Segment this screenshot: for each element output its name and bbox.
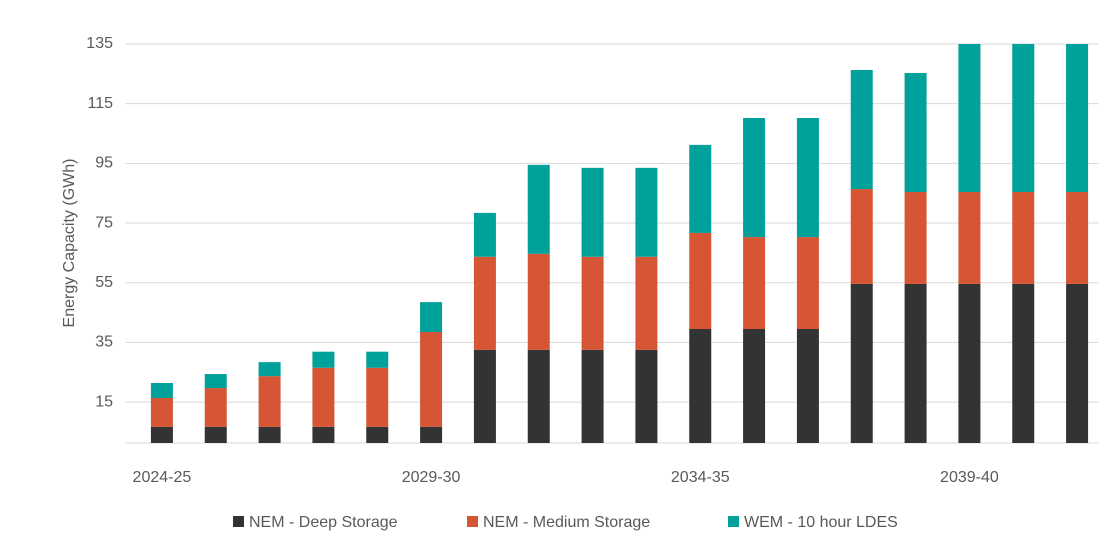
bar-segment: [366, 367, 389, 427]
bar-segment: [850, 283, 873, 443]
bar-segment: [1066, 44, 1089, 193]
bar-segment: [958, 44, 981, 193]
bar-segment: [312, 351, 335, 368]
bar-segment: [796, 329, 819, 443]
legend-swatch: [233, 516, 244, 527]
bar-segment: [689, 329, 712, 443]
bar-segment: [743, 237, 766, 329]
bar-segment: [420, 302, 443, 332]
legend-label: WEM - 10 hour LDES: [744, 514, 898, 531]
bar-segment: [850, 189, 873, 284]
bar-segment: [796, 237, 819, 329]
bar-segment: [904, 72, 927, 193]
bar-segment: [1012, 44, 1035, 193]
bar-segment: [689, 144, 712, 233]
x-tick-label: 2034-35: [671, 469, 730, 486]
bar-segment: [204, 374, 227, 389]
bar-segment: [689, 232, 712, 329]
x-tick-label: 2039-40: [940, 469, 999, 486]
y-tick-label: 115: [87, 95, 113, 112]
legend-label: NEM - Medium Storage: [483, 514, 650, 531]
bar-segment: [581, 349, 604, 443]
bar-segment: [473, 349, 496, 443]
bar-segment: [1012, 283, 1035, 443]
legend-swatch: [728, 516, 739, 527]
y-tick-label: 95: [95, 155, 113, 172]
bar-segment: [635, 349, 658, 443]
bar-segment: [958, 192, 981, 284]
bar-segment: [204, 388, 227, 427]
x-tick-label: 2029-30: [402, 469, 461, 486]
bar-segment: [743, 118, 766, 238]
bar-segment: [312, 426, 335, 443]
bar-segment: [1012, 192, 1035, 284]
bar-segment: [150, 383, 173, 398]
bar-segment: [635, 256, 658, 350]
bar-segment: [581, 167, 604, 257]
x-tick-label: 2024-25: [133, 469, 192, 486]
bar-segment: [581, 256, 604, 350]
bar-segment: [635, 167, 658, 257]
bar-segment: [204, 426, 227, 443]
bar-segment: [527, 164, 550, 254]
bar-segment: [527, 349, 550, 443]
bar-segment: [312, 367, 335, 427]
bar-segment: [420, 331, 443, 427]
bar-segment: [258, 426, 281, 443]
bar-segment: [527, 253, 550, 350]
bar-segment: [366, 426, 389, 443]
bar-segment: [1066, 283, 1089, 443]
bar-segment: [258, 376, 281, 427]
bar-segment: [150, 397, 173, 427]
bar-segment: [850, 69, 873, 190]
bar-segment: [904, 283, 927, 443]
legend-label: NEM - Deep Storage: [249, 514, 398, 531]
y-tick-label: 35: [95, 334, 113, 351]
bar-segment: [473, 212, 496, 257]
bar-segment: [420, 426, 443, 443]
y-tick-label: 75: [95, 214, 113, 231]
bar-segment: [473, 256, 496, 350]
bar-segment: [258, 362, 281, 377]
bar-segment: [904, 192, 927, 284]
bar-segment: [366, 351, 389, 368]
legend-swatch: [467, 516, 478, 527]
bar-segment: [958, 283, 981, 443]
bar-segment: [796, 118, 819, 238]
y-tick-label: 15: [95, 393, 113, 410]
y-tick-label: 135: [86, 35, 113, 52]
bar-segment: [743, 329, 766, 443]
y-axis-label: Energy Capacity (GWh): [61, 159, 78, 328]
bar-segment: [1066, 192, 1089, 284]
bar-segment: [150, 426, 173, 443]
y-tick-label: 55: [95, 274, 113, 291]
